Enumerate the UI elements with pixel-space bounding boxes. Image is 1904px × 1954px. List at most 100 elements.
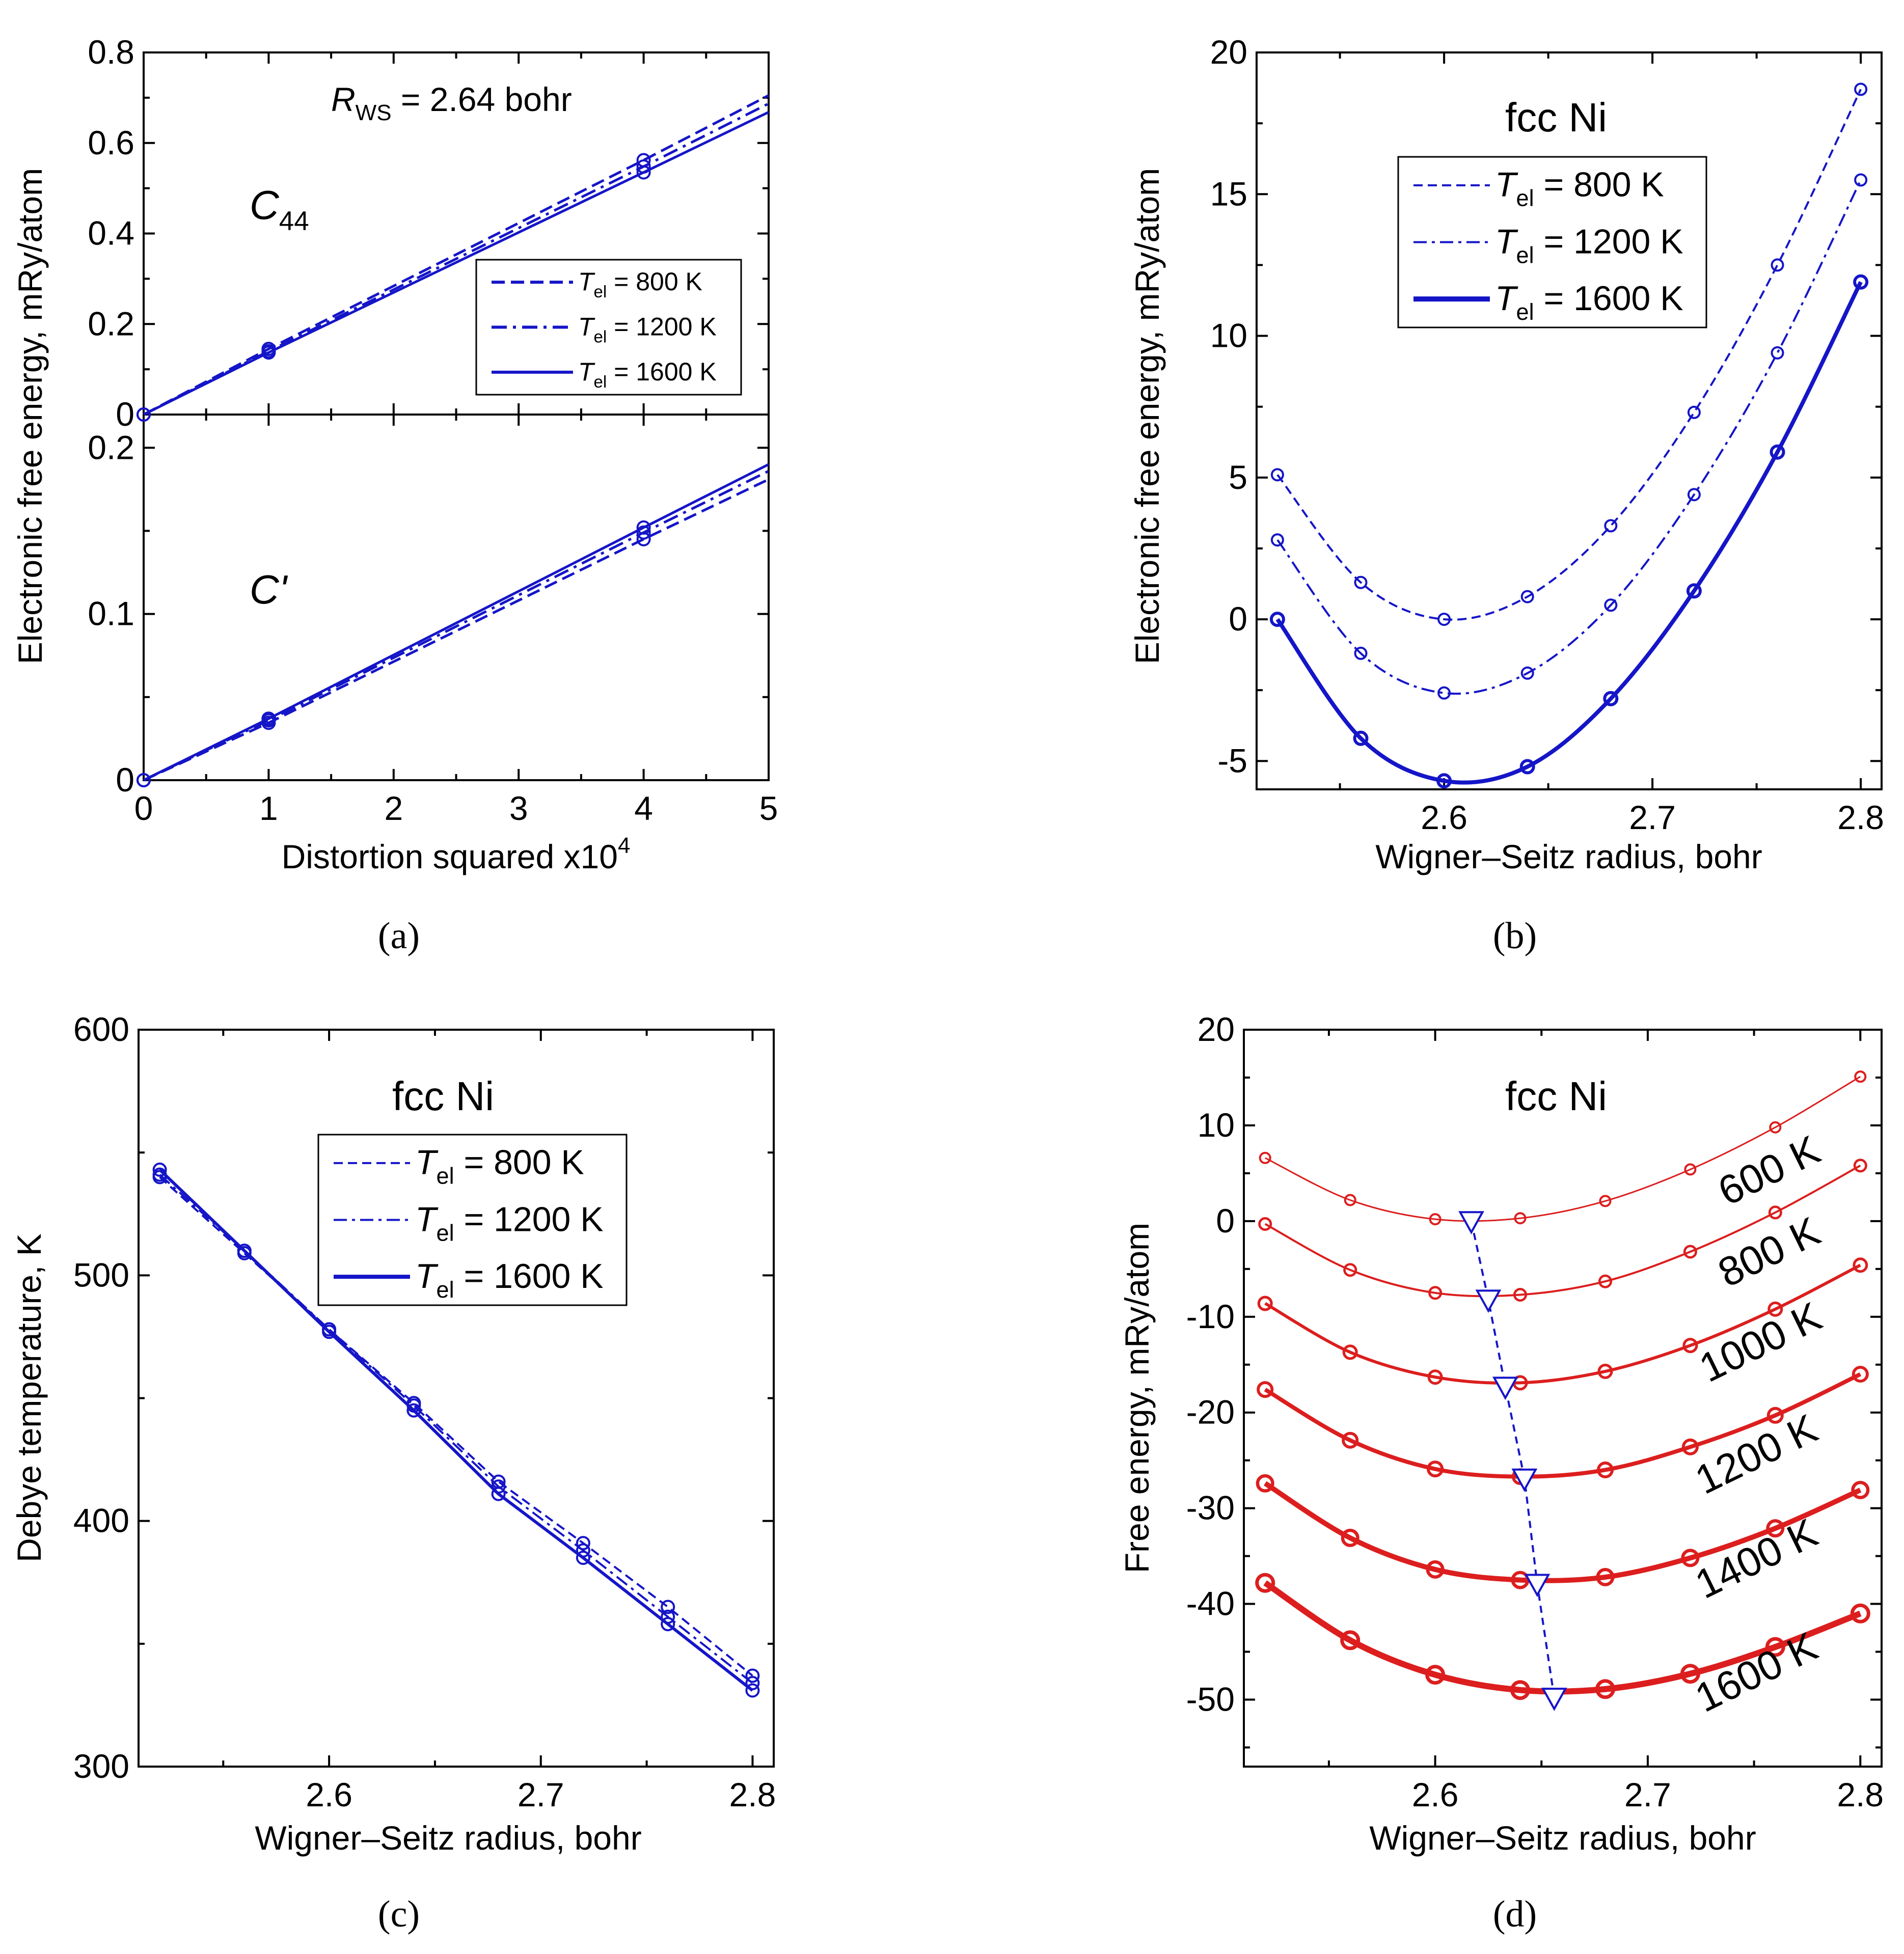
data-point [1599, 1195, 1612, 1207]
legend-label: Tel = 1200 K [1495, 222, 1683, 268]
data-point [1686, 583, 1702, 599]
data-point [152, 1162, 167, 1177]
series-line [1276, 89, 1862, 621]
data-point [745, 1683, 760, 1698]
y-tick-label: 400 [73, 1502, 129, 1539]
data-point [1354, 575, 1368, 589]
data-point [1854, 173, 1868, 187]
x-tick-label: 2.6 [306, 1776, 352, 1813]
data-point [1853, 274, 1869, 290]
x-tick-label: 2.7 [1624, 1776, 1671, 1813]
data-point [1426, 1560, 1445, 1579]
annotation-rws: RWS = 2.64 bohr [331, 80, 572, 125]
data-point [661, 1600, 675, 1614]
data-point [1604, 519, 1618, 533]
data-point [1770, 444, 1785, 460]
x-tick-label: 3 [509, 789, 528, 827]
caption-b: (b) [1493, 915, 1537, 957]
y-axis-label: Electronic free energy, mRy/atom [11, 168, 49, 664]
series-line [143, 111, 770, 416]
data-point [137, 407, 151, 422]
data-point [1520, 590, 1534, 603]
series-label: 1000 K [1692, 1294, 1828, 1391]
minimum-marker [1511, 1468, 1538, 1492]
data-point [1603, 691, 1619, 706]
data-point [1765, 1637, 1785, 1657]
x-tick-label: 2.8 [729, 1776, 776, 1813]
x-tick-label: 2.8 [1837, 1776, 1884, 1813]
data-point [1852, 1365, 1869, 1383]
data-point [1771, 346, 1784, 360]
series-line [1264, 1481, 1862, 1583]
series-label: 800 K [1711, 1208, 1827, 1296]
y-tick-label: 0 [116, 761, 134, 799]
series-line [1264, 1165, 1861, 1298]
data-point [1768, 1205, 1782, 1220]
series-line [1264, 1372, 1862, 1479]
data-point [1342, 1432, 1359, 1449]
y-tick-label: 20 [1210, 33, 1247, 71]
data-point [1684, 1163, 1697, 1176]
data-point [1256, 1474, 1274, 1493]
y-tick-label: 0.2 [88, 305, 134, 342]
data-point [1682, 1338, 1698, 1354]
x-tick-label: 2.6 [1412, 1776, 1459, 1813]
data-point [1270, 468, 1284, 482]
data-point [1429, 1213, 1441, 1226]
data-point [1343, 1263, 1357, 1277]
data-point [1850, 1603, 1870, 1623]
data-point [1687, 405, 1701, 419]
data-point [1428, 1286, 1443, 1300]
x-tick-label: 1 [259, 789, 278, 827]
x-axis-label: Wigner–Seitz radius, bohr [255, 1819, 641, 1857]
x-tick-label: 4 [634, 789, 653, 827]
series-line [143, 463, 770, 782]
panel-title: fcc Ni [1505, 95, 1607, 140]
subplot-label-c44: C44 [250, 182, 309, 236]
data-point [1854, 82, 1868, 96]
data-point [1514, 1212, 1527, 1225]
y-tick-label: 0 [116, 395, 134, 433]
x-tick-label: 0 [134, 789, 153, 827]
data-point [322, 1325, 337, 1339]
panel-c: 2.6 2.7 2.8 300 400 500 600 fcc Ni Tel = 800 K Te… [10, 1010, 776, 1857]
data-point [1427, 1369, 1443, 1385]
caption-a: (a) [378, 915, 420, 957]
y-tick-label: 20 [1198, 1010, 1235, 1048]
y-tick-label: 10 [1210, 317, 1247, 354]
y-tick-label: -20 [1186, 1393, 1235, 1431]
y-tick-label: -50 [1186, 1680, 1235, 1718]
series-line [1265, 1076, 1861, 1222]
data-point [1766, 1519, 1785, 1538]
series-line [1276, 179, 1862, 695]
y-tick-label: 0 [1216, 1202, 1235, 1240]
data-point [406, 1403, 421, 1418]
subplot-label-cprime: C' [250, 567, 288, 612]
data-point [1681, 1549, 1700, 1567]
data-point [636, 520, 651, 535]
y-tick-label: -30 [1186, 1489, 1235, 1527]
y-axis-label: Debye temperature, K [10, 1233, 48, 1562]
data-point [1596, 1567, 1615, 1586]
data-point [1595, 1679, 1615, 1699]
x-tick-label: 5 [759, 789, 778, 827]
data-point [1687, 488, 1701, 502]
data-point [1766, 1407, 1784, 1424]
data-point [1270, 533, 1284, 547]
data-point [1341, 1528, 1359, 1547]
data-point [1769, 1121, 1782, 1134]
data-point [1437, 686, 1451, 700]
data-point [1259, 1151, 1271, 1164]
plot-frame [143, 414, 770, 781]
data-point [491, 1487, 506, 1501]
y-tick-label: 300 [73, 1747, 129, 1785]
y-axis-label: Free energy, mRy/atom [1118, 1223, 1156, 1573]
data-point [1344, 1194, 1356, 1206]
y-tick-label: -10 [1186, 1298, 1235, 1335]
legend-label: Tel = 1600 K [415, 1257, 604, 1303]
data-point [1598, 1274, 1613, 1288]
series-label: 1400 K [1688, 1510, 1824, 1607]
panel-title: fcc Ni [392, 1074, 494, 1119]
data-point [1513, 1288, 1528, 1302]
y-tick-label: 15 [1210, 175, 1247, 212]
